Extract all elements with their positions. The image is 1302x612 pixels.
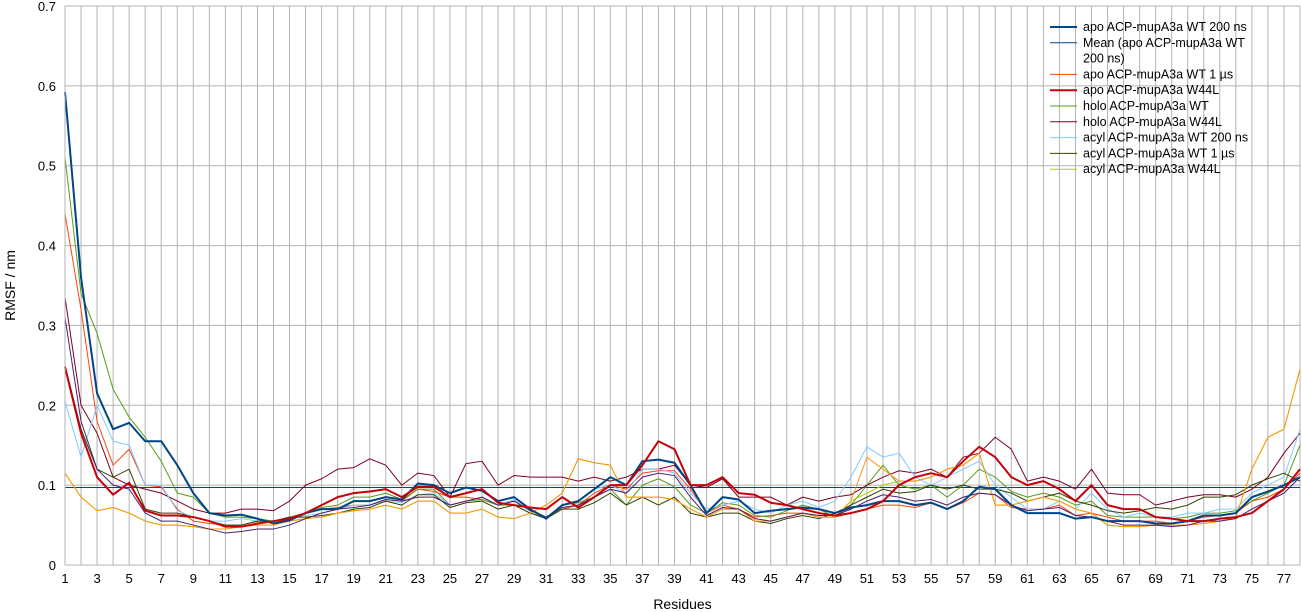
x-tick-label: 49: [828, 571, 842, 586]
x-tick-label: 37: [635, 571, 649, 586]
x-tick-label: 67: [1116, 571, 1130, 586]
y-tick-label: 0: [49, 558, 56, 573]
legend-entry: holo ACP-mupA3a WT: [1083, 99, 1209, 113]
y-tick-label: 0.4: [38, 239, 56, 254]
x-tick-label: 21: [379, 571, 393, 586]
x-tick-label: 35: [603, 571, 617, 586]
legend-entry: acyl ACP-mupA3a W44L: [1083, 162, 1221, 176]
legend-entry: Mean (apo ACP-mupA3a WT 200 ns): [1083, 36, 1245, 66]
x-tick-label: 23: [411, 571, 425, 586]
y-tick-label: 0.2: [38, 398, 56, 413]
legend-entry: apo ACP-mupA3a WT 200 ns: [1083, 20, 1247, 34]
x-tick-label: 39: [667, 571, 681, 586]
x-axis-title: Residues: [653, 596, 711, 612]
x-tick-label: 45: [763, 571, 777, 586]
series-line-9: [64, 369, 1301, 530]
x-tick-label: 33: [571, 571, 585, 586]
x-tick-label: 29: [507, 571, 521, 586]
legend: apo ACP-mupA3a WT 200 ns Mean (apo ACP-mu…: [1050, 20, 1248, 176]
series-lines: [64, 92, 1301, 534]
legend-entry: holo ACP-mupA3a W44L: [1083, 115, 1222, 129]
x-tick-label: 7: [158, 571, 165, 586]
y-tick-label: 0.7: [38, 0, 56, 14]
legend-entry: apo ACP-mupA3a WT 1 µs: [1083, 67, 1233, 81]
x-tick-label: 51: [860, 571, 874, 586]
x-tick-label: 61: [1020, 571, 1034, 586]
x-tick-label: 1: [61, 571, 68, 586]
legend-entry: apo ACP-mupA3a W44L: [1083, 83, 1219, 97]
series-line-2: [64, 213, 1301, 526]
y-tick-label: 0.1: [38, 478, 56, 493]
x-tick-label: 71: [1180, 571, 1194, 586]
x-tick-label: 65: [1084, 571, 1098, 586]
x-tick-label: 41: [699, 571, 713, 586]
x-tick-label: 9: [190, 571, 197, 586]
x-tick-label: 57: [956, 571, 970, 586]
x-tick-label: 47: [796, 571, 810, 586]
x-tick-label: 73: [1213, 571, 1227, 586]
y-axis-title: RMSF / nm: [2, 250, 18, 321]
series-line-6: [64, 401, 1301, 522]
series-line-7: [64, 365, 1301, 526]
y-tick-label: 0.3: [38, 318, 56, 333]
x-tick-label: 77: [1277, 571, 1291, 586]
x-tick-label: 5: [126, 571, 133, 586]
x-tick-label: 25: [443, 571, 457, 586]
legend-entry: acyl ACP-mupA3a WT 1 µs: [1083, 146, 1234, 160]
series-line-0: [64, 92, 1301, 525]
x-tick-label: 69: [1148, 571, 1162, 586]
y-tick-label: 0.5: [38, 159, 56, 174]
x-tick-label: 53: [892, 571, 906, 586]
series-line-3: [64, 366, 1301, 528]
x-tick-label: 27: [475, 571, 489, 586]
x-tick-label: 13: [250, 571, 264, 586]
grid-lines: [64, 5, 1301, 566]
x-tick-label: 15: [282, 571, 296, 586]
x-tick-label: 43: [731, 571, 745, 586]
x-tick-label: 59: [988, 571, 1002, 586]
x-tick-label: 3: [93, 571, 100, 586]
x-tick-label: 17: [314, 571, 328, 586]
axes: 00.10.20.30.40.50.60.71 3 5 7 9 11 13 15 17 19 21 2…: [38, 0, 1300, 586]
x-tick-label: 19: [346, 571, 360, 586]
y-tick-label: 0.6: [38, 79, 56, 94]
legend-entry: acyl ACP-mupA3a WT 200 ns: [1083, 131, 1248, 145]
series-line-10: [64, 317, 1301, 534]
x-tick-label: 75: [1245, 571, 1259, 586]
x-tick-label: 31: [539, 571, 553, 586]
x-tick-label: 55: [924, 571, 938, 586]
x-tick-label: 11: [219, 571, 233, 586]
x-tick-label: 63: [1052, 571, 1066, 586]
